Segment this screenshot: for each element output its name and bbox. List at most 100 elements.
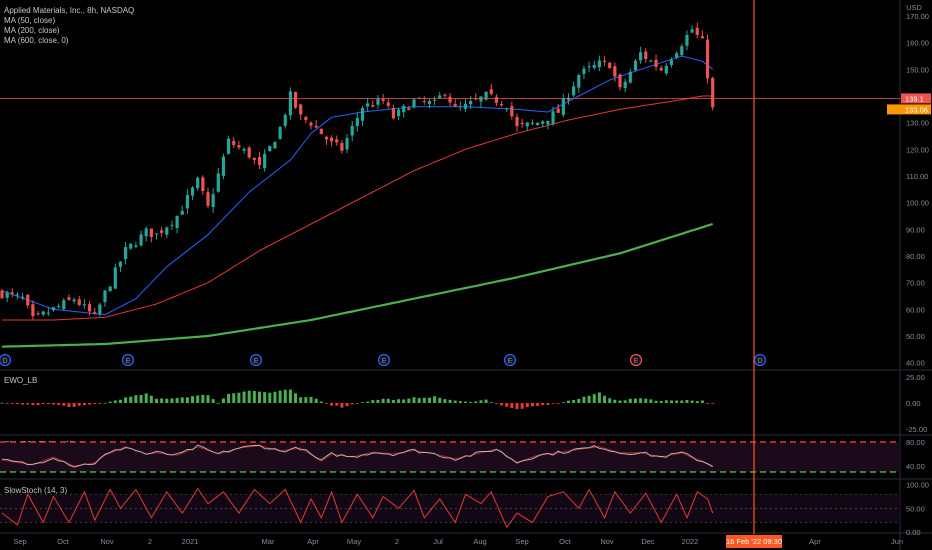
ewo-bar <box>330 403 334 406</box>
candle <box>371 100 375 108</box>
candle <box>314 120 318 128</box>
price-tick-label: 130.00 <box>906 119 929 128</box>
candle <box>211 188 215 213</box>
candle <box>505 107 509 113</box>
ewo-bar <box>237 392 241 403</box>
ewo-bar <box>82 403 86 406</box>
candle <box>21 292 25 301</box>
candle <box>664 63 668 76</box>
candle <box>82 299 86 309</box>
ewo-bar <box>628 398 632 403</box>
candle <box>376 95 380 109</box>
ewo-bar <box>422 397 426 403</box>
time-tick-label: Dec <box>641 537 655 546</box>
ewo-bar <box>505 403 509 407</box>
price-tick-label: 70.00 <box>906 279 925 288</box>
ma600-label[interactable]: MA (600, close, 0) <box>4 36 69 45</box>
ewo-tick-label: 25.00 <box>906 373 925 382</box>
ewo-bar <box>577 398 581 403</box>
candle <box>381 94 385 105</box>
candle <box>160 226 164 237</box>
candle <box>72 297 76 304</box>
candle <box>31 300 35 320</box>
ewo-bar <box>52 403 55 405</box>
candle <box>5 290 9 303</box>
earnings-marker[interactable]: E <box>377 353 391 367</box>
ma50-label[interactable]: MA (50, close) <box>4 16 56 25</box>
ewo-bar <box>299 397 303 403</box>
candle <box>592 60 596 70</box>
ewo-bar <box>206 395 210 403</box>
time-tick-label: Oct <box>559 537 572 546</box>
candle <box>139 230 143 247</box>
time-tick-label: Nov <box>100 537 114 546</box>
ewo-bar <box>5 403 9 404</box>
candle <box>515 113 519 132</box>
svg-text:139.1: 139.1 <box>905 94 924 103</box>
candle <box>324 135 329 145</box>
candle <box>41 310 45 317</box>
ewo-bar <box>700 400 704 403</box>
ewo-bar <box>659 400 663 403</box>
ewo-bar <box>474 401 478 403</box>
ma200-label[interactable]: MA (200, close) <box>4 26 60 35</box>
ma-line-1 <box>1 55 714 316</box>
ewo-bar <box>427 397 431 403</box>
ewo-bar <box>144 393 148 403</box>
candle <box>366 97 370 112</box>
ewo-bar <box>288 389 292 403</box>
ewo-bar <box>170 398 174 403</box>
ewo-bar <box>88 403 92 405</box>
candle <box>556 103 560 113</box>
ewo-pane-label[interactable]: EWO_LB <box>4 376 38 385</box>
earnings-marker[interactable]: E <box>629 353 643 367</box>
ewo-bar <box>0 402 4 404</box>
candle <box>77 295 81 307</box>
ewo-bar <box>15 403 19 405</box>
ewo-bar <box>633 398 637 403</box>
earnings-marker[interactable]: E <box>503 353 517 367</box>
ewo-bar <box>273 391 277 403</box>
candle <box>690 25 694 34</box>
candle <box>232 137 236 149</box>
symbol-title[interactable]: Applied Materials, Inc., 8h, NASDAQ <box>4 6 135 15</box>
candle <box>206 187 210 209</box>
ewo-bar <box>391 399 395 403</box>
stoch-pane-label[interactable]: SlowStoch (14, 3) <box>4 486 68 495</box>
candle <box>340 140 344 154</box>
svg-text:E: E <box>254 358 259 365</box>
candle <box>118 260 123 273</box>
candle <box>175 215 179 234</box>
earnings-marker[interactable]: E <box>121 353 135 367</box>
candle <box>443 93 447 99</box>
ewo-bar <box>247 390 251 403</box>
ewo-bar <box>386 398 390 403</box>
candle <box>304 115 308 124</box>
ewo-bar <box>108 401 112 403</box>
candle <box>247 145 251 159</box>
candle <box>561 94 565 118</box>
candle <box>407 105 411 111</box>
ewo-bar <box>324 403 328 404</box>
candle <box>190 186 195 200</box>
ewo-bar <box>77 403 81 406</box>
time-tick-label: 2 <box>395 537 399 546</box>
candle <box>412 98 416 109</box>
candle <box>87 301 92 316</box>
earnings-marker[interactable]: E <box>249 353 263 367</box>
ewo-bar <box>180 397 184 403</box>
time-tick-label: May <box>347 537 361 546</box>
ewo-bar <box>98 403 102 404</box>
price-tick-label: 110.00 <box>906 172 928 181</box>
ewo-bar <box>381 398 385 403</box>
ewo-bar <box>376 399 380 403</box>
dividend-marker[interactable]: D <box>753 353 767 367</box>
ewo-bar <box>242 391 246 403</box>
candle <box>602 56 607 66</box>
candle <box>510 101 514 120</box>
candle <box>546 120 550 130</box>
candle <box>675 51 679 60</box>
dividend-marker[interactable]: D <box>0 353 12 367</box>
ewo-bar <box>484 399 488 403</box>
